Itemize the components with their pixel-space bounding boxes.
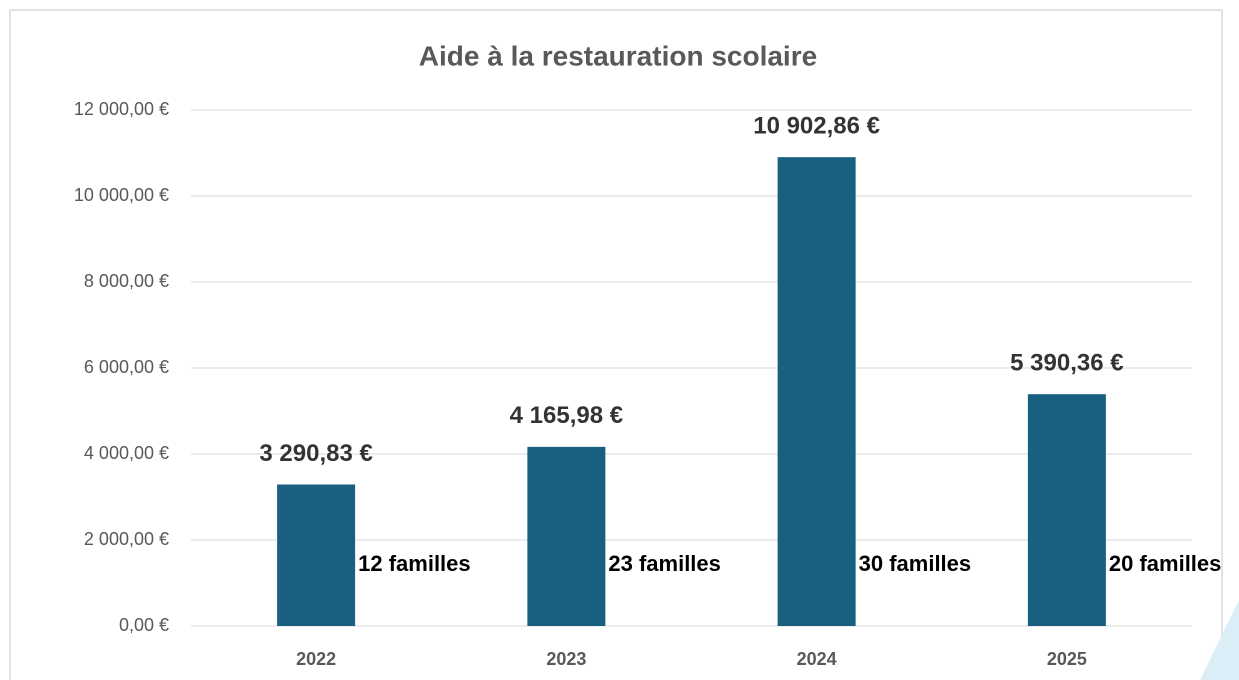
bar (1027, 394, 1106, 626)
chart-title: Aide à la restauration scolaire (419, 40, 817, 71)
y-tick-label: 12 000,00 € (74, 99, 169, 119)
y-tick-label: 2 000,00 € (84, 529, 169, 549)
annotation: 20 familles (1108, 551, 1222, 576)
value-label: 3 290,83 € (259, 440, 372, 467)
bar (527, 446, 606, 626)
value-label: 4 165,98 € (510, 402, 623, 429)
annotation: 30 familles (858, 551, 972, 576)
annotation: 12 familles (358, 551, 471, 576)
decoration (1200, 600, 1239, 680)
y-tick-label: 10 000,00 € (74, 185, 169, 205)
value-label: 10 902,86 € (753, 113, 880, 140)
bar (277, 484, 356, 626)
y-tick-label: 6 000,00 € (84, 357, 169, 377)
y-tick-label: 4 000,00 € (84, 443, 169, 463)
x-tick-label: 2022 (296, 649, 336, 669)
value-label: 5 390,36 € (1010, 350, 1123, 377)
y-tick-label: 8 000,00 € (84, 271, 169, 291)
chart-border (9, 9, 1223, 680)
x-tick-label: 2025 (1047, 649, 1087, 669)
y-tick-label: 0,00 € (119, 615, 169, 635)
bar (777, 157, 856, 627)
annotation: 23 familles (608, 551, 721, 576)
x-tick-label: 2024 (797, 649, 837, 669)
x-tick-label: 2023 (546, 649, 586, 669)
